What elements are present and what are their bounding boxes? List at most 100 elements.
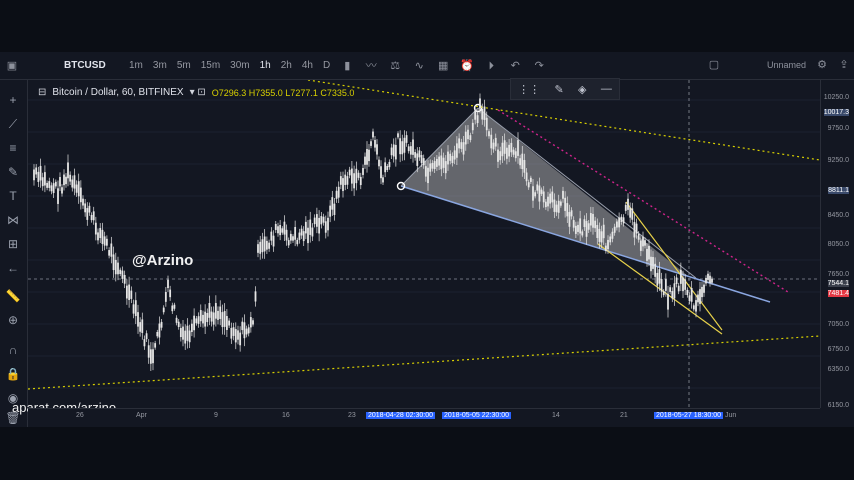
interval-30m[interactable]: 30m [230,60,250,71]
candle-body [274,223,277,230]
interval-d[interactable]: D [323,60,331,71]
candle-body [69,174,72,182]
candle-body [679,269,682,284]
candle-body [542,191,545,203]
candle-body [199,310,202,322]
candle-body [420,155,423,163]
time-tick-label: 23 [348,412,356,419]
candle-body [261,239,264,253]
magnet-icon[interactable]: ∩ [8,343,18,357]
back-arrow-icon[interactable]: ← [7,261,19,275]
candle-body [707,273,709,280]
line-color-icon[interactable]: ✎ [554,83,564,96]
undo-icon[interactable]: ↶ [510,59,520,72]
interval-1h[interactable]: 1h [259,60,271,71]
crosshair-icon[interactable]: + [9,93,17,107]
fib-icon[interactable]: ≡ [9,141,17,155]
layout-name[interactable]: Unnamed [766,60,806,70]
candle-body [534,192,537,197]
candle-body [128,284,131,301]
replay-icon[interactable]: ⏵ [488,59,494,72]
fullscreen-icon[interactable]: ▢ [708,59,720,71]
compare-icon[interactable]: ⚖ [390,59,401,72]
fill-color-icon[interactable]: ◈ [578,83,587,96]
candle-body [622,217,625,224]
app-logo-icon[interactable]: ▣ [6,59,18,72]
candle-body [690,287,693,302]
candle-body [596,224,599,238]
candle-body [414,152,417,158]
candle-body [210,311,213,322]
settings-gear-icon[interactable]: ⚙ [817,59,827,71]
publish-icon[interactable]: ⇪ [839,59,849,71]
interval-5m[interactable]: 5m [176,60,191,71]
interval-2h[interactable]: 2h [280,60,292,71]
line-style-icon[interactable]: — [600,83,612,95]
pen-icon[interactable]: ✎ [7,165,19,179]
candle-body [217,310,219,320]
legend-title[interactable]: Bitcoin / Dollar, 60, BITFINEX [52,87,184,98]
legend-settings-icon[interactable]: ▾ ⊡ [189,87,206,98]
interval-4h[interactable]: 4h [301,60,313,71]
candle-body [171,305,174,312]
ruler-icon[interactable]: 📏 [5,289,21,303]
candle-body [540,189,543,194]
redo-icon[interactable]: ↷ [534,59,544,72]
chart-type-icon[interactable]: ▮ [344,59,351,72]
candle-body [481,108,484,120]
candle-body [294,226,297,240]
candle-body [442,157,445,168]
indicators-icon[interactable]: ∿ [414,59,424,72]
zoom-icon[interactable]: ⊕ [7,313,19,327]
candle-body [447,151,449,165]
trash-icon[interactable]: 🗑 [5,411,21,425]
candle-body [370,141,372,146]
drag-handle-icon[interactable]: ⋮⋮ [518,83,541,96]
candle-body [117,262,119,275]
candle-body [243,322,246,339]
trendline-icon[interactable]: ⟋ [8,117,18,131]
price-chart[interactable] [28,80,820,408]
candle-body [177,321,180,328]
hide-drawings-icon[interactable]: ◉ [7,391,19,405]
candle-body [438,156,441,166]
candle-body [322,216,325,223]
candle-body [615,221,618,228]
candle-body [59,177,61,187]
interval-15m[interactable]: 15m [200,60,221,71]
interval-3m[interactable]: 3m [152,60,167,71]
collapse-legend-icon[interactable]: ⊟ [38,87,47,98]
templates-icon[interactable]: ▦ [438,59,449,72]
candle-body [206,313,209,323]
text-icon[interactable]: T [9,189,17,203]
candle-body [156,332,159,337]
candle-body [315,214,318,227]
time-axis[interactable]: 26 Apr 9 16 23 2018-04-28 02:30:00 2018-05-05 … [28,408,820,425]
lock-icon[interactable]: 🔒 [5,367,21,381]
prediction-icon[interactable]: ⊞ [7,237,19,251]
interval-1m[interactable]: 1m [129,60,143,71]
candle-body [193,315,196,331]
candle-body [298,232,301,240]
candle-body [307,227,309,244]
line-chart-icon[interactable]: 〰 [365,59,377,72]
candle-body [374,139,376,148]
candle-body [188,330,191,343]
candle-body [285,229,288,241]
candle-body [152,349,154,364]
candle-body [277,226,279,234]
candle-body [230,327,233,339]
symbol-search[interactable]: BTCUSD [64,60,106,71]
candle-body [497,149,499,162]
alert-icon[interactable]: ⏰ [460,59,475,72]
candle-body [673,283,676,299]
candle-body [602,224,605,239]
price-axis[interactable]: 10250.0 10017.3 9750.0 9250.0 8811.1 8450.0 80… [820,80,854,409]
candle-body [667,293,669,310]
candle-body [529,177,532,182]
candle-body [182,326,184,340]
candle-body [329,205,332,217]
candle-body [364,156,366,165]
pattern-icon[interactable]: ⋈ [7,213,19,227]
candle-body [366,148,368,165]
